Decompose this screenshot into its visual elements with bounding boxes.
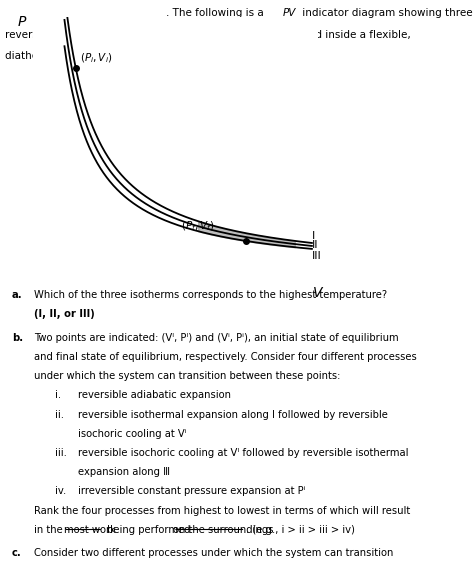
Text: a.: a.	[12, 290, 22, 300]
Text: i.: i.	[55, 391, 61, 400]
Text: on the surroundings: on the surroundings	[173, 525, 273, 535]
Text: . (e.g., i > ii > iii > iv): . (e.g., i > ii > iii > iv)	[246, 525, 355, 535]
Text: III: III	[312, 251, 322, 261]
Text: reversible isothermal expansion along Ⅰ followed by reversible: reversible isothermal expansion along Ⅰ …	[78, 410, 388, 419]
Text: c.: c.	[12, 548, 22, 558]
Text: PV: PV	[283, 8, 296, 19]
Text: irreversible constant pressure expansion at Pⁱ: irreversible constant pressure expansion…	[78, 487, 306, 496]
Text: $(P_f, V_f)$: $(P_f, V_f)$	[181, 220, 215, 233]
Text: under which the system can transition between these points:: under which the system can transition be…	[34, 371, 340, 381]
Text: (I, II, or III): (I, II, or III)	[34, 309, 95, 319]
Text: . The following is a: . The following is a	[166, 8, 267, 19]
Text: Which of the three isotherms corresponds to the highest temperature?: Which of the three isotherms corresponds…	[34, 290, 387, 300]
Text: II: II	[312, 240, 319, 250]
Text: being performed: being performed	[104, 525, 194, 535]
Text: most work: most work	[64, 525, 115, 535]
Text: isochoric cooling at Vⁱ: isochoric cooling at Vⁱ	[78, 429, 187, 439]
Text: V: V	[313, 285, 322, 299]
Text: in the: in the	[34, 525, 66, 535]
Text: Rank the four processes from highest to lowest in terms of which will result: Rank the four processes from highest to …	[34, 506, 410, 516]
Text: Consider two different processes under which the system can transition: Consider two different processes under w…	[34, 548, 393, 558]
Text: b.: b.	[12, 332, 23, 342]
Text: iv.: iv.	[55, 487, 66, 496]
Text: I: I	[312, 230, 315, 241]
Text: expansion along Ⅲ: expansion along Ⅲ	[78, 468, 170, 477]
Text: reversible isochoric cooling at Vᴵ followed by reversible isothermal: reversible isochoric cooling at Vᴵ follo…	[78, 448, 409, 458]
Text: diathermal container.: diathermal container.	[5, 51, 117, 61]
Text: ii.: ii.	[55, 410, 64, 419]
Text: and final state of equilibrium, respectively. Consider four different processes: and final state of equilibrium, respecti…	[34, 351, 417, 362]
Text: reversible isotherms corresponding to the pressure of a fluid inside a flexible,: reversible isotherms corresponding to th…	[5, 30, 410, 40]
Text: reversible adiabatic expansion: reversible adiabatic expansion	[78, 391, 231, 400]
Text: P: P	[18, 15, 26, 29]
Text: iii.: iii.	[55, 448, 66, 458]
Text: indicator diagram showing three: indicator diagram showing three	[299, 8, 473, 19]
Text: Two points are indicated: (Vᴵ, Pᴵ) and (Vⁱ, Pⁱ), an initial state of equilibrium: Two points are indicated: (Vᴵ, Pᴵ) and (…	[34, 332, 399, 342]
Text: $(P_i, V_i)$: $(P_i, V_i)$	[80, 51, 112, 65]
